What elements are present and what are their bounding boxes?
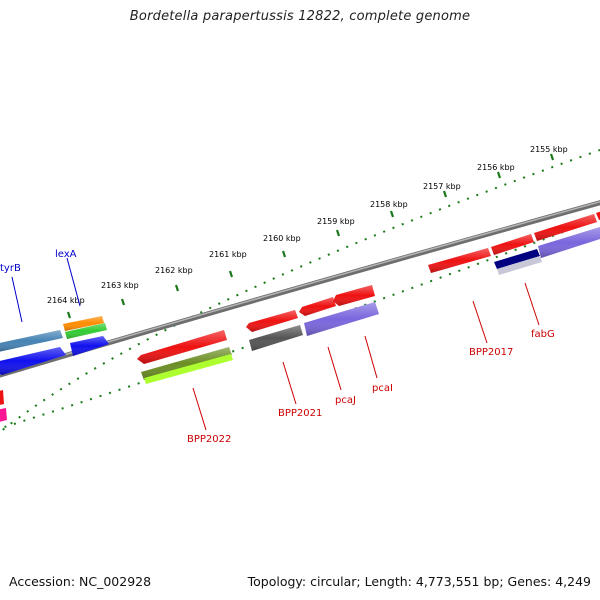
gene-label-tyrB: tyrB: [0, 263, 21, 274]
reverse-genes: [0, 227, 600, 423]
tick-label: 2158 kbp: [370, 200, 408, 209]
gene-label-lexA: lexA: [55, 249, 77, 260]
genome-title: Bordetella parapertussis 12822, complete…: [129, 9, 471, 24]
gene-label-BPP2021: BPP2021: [278, 408, 322, 419]
label-leaders: [11, 257, 540, 431]
gene-lightgray[interactable]: [497, 256, 542, 275]
gene-label-BPP2022: BPP2022: [187, 434, 231, 445]
tick-label: 2164 kbp: [47, 296, 85, 305]
gene-label-pcaJ: pcaJ: [335, 395, 356, 406]
outer-tick-ring: [0, 149, 600, 434]
gene-labels: tyrB lexA BPP2022 BPP2021 pcaJ pcaI BPP2…: [0, 249, 555, 445]
tick-label: 2157 kbp: [423, 182, 461, 191]
gene-label-fabG: fabG: [531, 329, 555, 340]
tick-labels: 2155 kbp 2156 kbp 2157 kbp 2158 kbp 2159…: [47, 145, 568, 305]
gene-label-BPP2017: BPP2017: [469, 347, 513, 358]
topology-text: Topology: circular; Length: 4,773,551 bp…: [247, 574, 591, 589]
tick-label: 2159 kbp: [317, 217, 355, 226]
forward-genes: [0, 210, 600, 352]
tick-label: 2156 kbp: [477, 163, 515, 172]
tick-label: 2155 kbp: [530, 145, 568, 154]
accession-text: Accession: NC_002928: [9, 574, 152, 589]
major-ticks: [66, 153, 555, 319]
gene-magenta-edge[interactable]: [0, 408, 7, 423]
gene-label-pcaI: pcaI: [372, 383, 393, 394]
gene-navy[interactable]: [494, 249, 540, 269]
tick-label: 2163 kbp: [101, 281, 139, 290]
gene-fwd-red-4[interactable]: [596, 210, 600, 220]
tick-label: 2160 kbp: [263, 234, 301, 243]
gene-lime[interactable]: [144, 354, 233, 384]
gene-red-edge[interactable]: [0, 390, 4, 406]
tick-label: 2161 kbp: [209, 250, 247, 259]
tick-label: 2162 kbp: [155, 266, 193, 275]
